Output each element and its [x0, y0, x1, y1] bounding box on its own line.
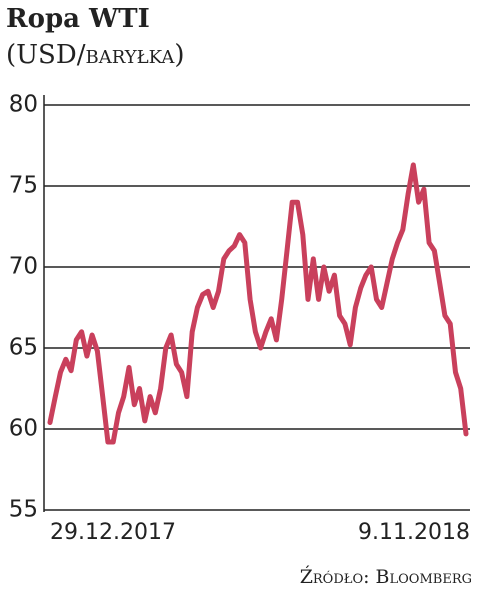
- chart-subtitle: (USD/baryłka): [6, 40, 184, 70]
- x-tick-label: 29.12.2017: [50, 520, 176, 545]
- y-tick-label: 70: [9, 254, 38, 280]
- y-tick-label: 65: [9, 335, 38, 361]
- y-tick-label: 60: [9, 416, 38, 442]
- y-tick-label: 55: [9, 497, 38, 523]
- chart-title: Ropa WTI: [6, 4, 150, 34]
- x-tick-label: 9.11.2018: [358, 520, 470, 545]
- price-line: [47, 162, 469, 445]
- source: Źródło: Bloomberg: [300, 565, 472, 588]
- y-tick-label: 80: [9, 92, 38, 118]
- y-tick-label: 75: [9, 173, 38, 199]
